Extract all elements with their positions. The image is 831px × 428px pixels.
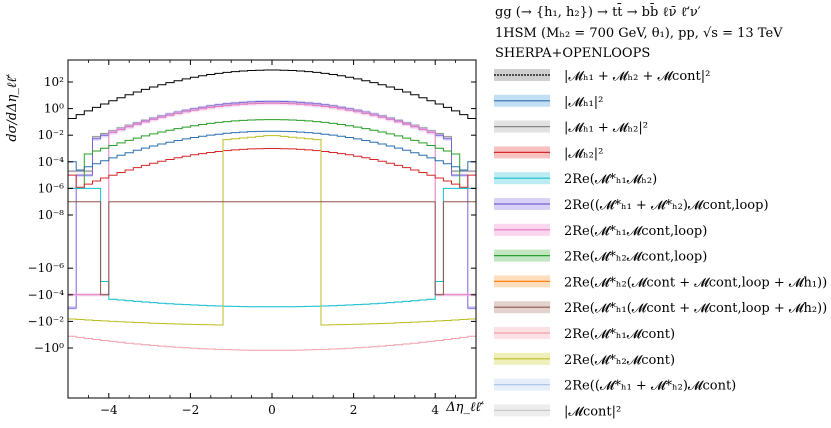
- y-tick-label: 10²: [44, 75, 64, 89]
- series-line: [68, 130, 476, 171]
- y-tick-label: −10⁻²: [28, 314, 65, 328]
- legend-label: 2Re(𝓜*ₕ₁𝓜cont,loop): [564, 224, 707, 239]
- legend-label: 2Re((𝓜*ₕ₁ + 𝓜*ₕ₂)𝓜cont,loop): [564, 198, 769, 213]
- series-line: [68, 135, 476, 326]
- legend-label: |𝓜ₕ₁|²: [564, 95, 603, 110]
- x-tick-label: 2: [350, 403, 358, 417]
- legend-label: 2Re((𝓜*ₕ₁ + 𝓜*ₕ₂)𝓜cont): [564, 379, 736, 394]
- legend-label: 2Re(𝓜*ₕ₂𝓜cont): [564, 353, 675, 368]
- chart-title: gg (→ {h₁, h₂}) → tt̄ → bb̄ ℓν̄ ℓ̄′ν′ 1H…: [495, 3, 783, 61]
- series-line: [68, 187, 476, 308]
- x-axis-label: Δη_ℓℓ̄′: [445, 400, 485, 415]
- plot-curves: [68, 69, 476, 351]
- title-line-1: gg (→ {h₁, h₂}) → tt̄ → bb̄ ℓν̄ ℓ̄′ν′: [495, 3, 701, 20]
- y-tick-label: −10⁰: [34, 341, 64, 355]
- series-line: [68, 335, 476, 351]
- series-line: [68, 69, 476, 119]
- series-line: [68, 102, 476, 296]
- legend-label: 2Re(𝓜*ₕ₁𝓜cont): [564, 327, 675, 342]
- y-tick-label: 10⁻²: [38, 128, 65, 142]
- series-line: [68, 148, 476, 188]
- plot-area: [68, 60, 476, 398]
- y-axis-ticks: 10² 10⁰ 10⁻² 10⁻⁴ 10⁻⁶ 10⁻⁸ −10⁻⁶ −10⁻⁴ −10⁻² −10…: [28, 75, 476, 355]
- y-tick-label: 10⁻⁴: [38, 155, 65, 169]
- x-tick-label: 0: [268, 403, 276, 417]
- y-tick-label: 10⁻⁸: [38, 208, 65, 222]
- legend-label: 2Re(𝓜*ₕ₁𝓜ₕ₂): [564, 172, 657, 187]
- legend-label: |𝓜cont|²: [564, 404, 621, 419]
- legend-label: 2Re(𝓜*ₕ₁(𝓜cont + 𝓜cont,loop + 𝓜h₂)): [564, 301, 827, 316]
- x-tick-label: −2: [182, 403, 200, 417]
- x-tick-label: 4: [431, 403, 439, 417]
- x-axis-ticks: −4 −2 0 2 4: [67, 60, 477, 417]
- legend-label: |𝓜ₕ₂|²: [564, 146, 603, 161]
- y-axis-label: dσ/dΔη_ℓℓ̄′: [5, 73, 20, 141]
- title-line-2: 1HSM (Mₕ₂ = 700 GeV, θ₁), pp, √s = 13 Te…: [495, 26, 783, 41]
- y-tick-label: 10⁻⁶: [38, 181, 65, 195]
- legend: |𝓜ₕ₁ + 𝓜ₕ₂ + 𝓜cont|² |𝓜ₕ₁|² |𝓜ₕ₁ + 𝓜ₕ₂|² |𝓜…: [494, 69, 827, 419]
- legend-label: 2Re(𝓜*ₕ₂𝓜cont,loop): [564, 250, 707, 265]
- legend-label: 2Re(𝓜*ₕ₂(𝓜cont + 𝓜cont,loop + 𝓜h₁)): [564, 275, 827, 290]
- series-line: [68, 201, 476, 296]
- y-tick-label: 10⁰: [44, 102, 64, 116]
- legend-label: |𝓜ₕ₁ + 𝓜ₕ₂ + 𝓜cont|²: [564, 69, 710, 84]
- y-tick-label: −10⁻⁶: [28, 261, 65, 275]
- series-line: [68, 119, 476, 189]
- x-tick-label: −4: [100, 403, 118, 417]
- y-tick-label: −10⁻⁴: [28, 288, 65, 302]
- title-line-3: SHERPA+OPENLOOPS: [495, 46, 650, 61]
- legend-label: |𝓜ₕ₁ + 𝓜ₕ₂|²: [564, 121, 648, 136]
